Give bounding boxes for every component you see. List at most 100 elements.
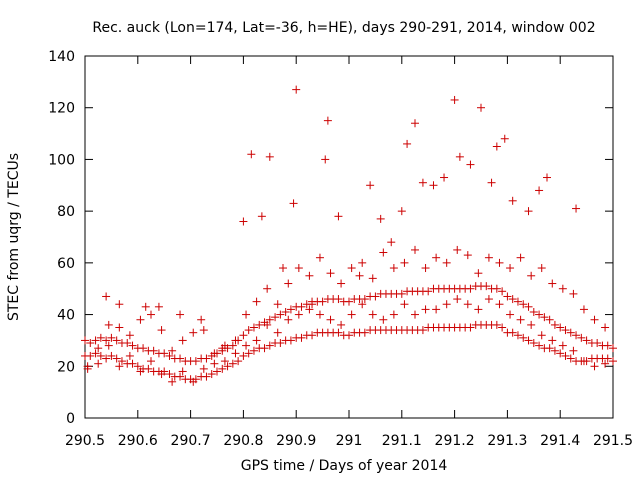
data-point [579,357,588,366]
data-point [519,300,528,309]
data-point [315,310,324,319]
data-point [123,339,132,348]
data-point [128,359,137,368]
data-point [411,119,419,128]
data-point [411,310,419,319]
data-point [104,320,113,329]
data-point [117,357,126,366]
data-point [397,289,406,298]
data-point [347,264,356,273]
data-point [210,349,219,358]
data-point [176,372,185,381]
data-point [387,238,396,247]
data-point [141,302,150,311]
data-point [453,245,462,254]
data-point [231,349,240,358]
data-point [516,253,525,262]
data-point [297,302,306,311]
data-point [176,354,185,363]
data-point [545,344,554,353]
data-point [556,323,565,332]
data-point [609,357,617,366]
data-point [94,344,103,353]
data-point [244,349,253,358]
x-axis: 290.5 290.6 290.7 290.8 290.9 291 291.1 291.2 29… [65,56,633,449]
data-point [590,362,599,371]
data-point [136,367,145,376]
data-point [83,364,92,373]
data-point [160,349,169,358]
data-point [397,207,406,216]
data-point [558,341,567,350]
data-point [334,212,343,221]
x-tick-label: 290.9 [276,433,316,449]
data-point [147,357,155,366]
data-point [210,359,219,368]
data-point [334,295,343,304]
data-point [506,264,515,273]
data-point [308,297,317,306]
data-point [561,351,570,360]
y-axis: 0 20 40 60 80 100 120 140 [48,49,613,427]
data-point [218,344,227,353]
data-point [455,152,464,161]
data-point [360,328,369,337]
data-point [242,310,251,319]
data-point [358,258,367,267]
data-point [572,331,581,340]
data-point [263,320,272,329]
data-point [228,359,237,368]
data-point [239,217,248,226]
data-point [569,346,578,355]
data-point [112,354,121,363]
data-point [355,271,364,280]
data-point [572,204,581,213]
data-point [513,297,522,306]
data-point [569,289,578,298]
chart-title: Rec. auck (Lon=174, Lat=-36, h=HE), days… [92,20,595,36]
data-point [450,95,459,104]
data-point [524,207,533,216]
data-point [492,142,501,151]
data-point [249,346,258,355]
data-point [265,341,274,350]
data-point [543,173,551,182]
data-point [558,284,567,293]
data-point [279,264,287,273]
data-point [112,336,121,345]
data-point [231,336,240,345]
data-point [326,269,335,278]
data-point [535,341,544,350]
x-tick-label: 290.7 [171,433,211,449]
data-point [265,152,274,161]
data-point [107,333,116,342]
data-point [500,134,509,143]
data-point [168,377,177,386]
data-point [228,341,237,350]
data-point [463,300,472,309]
data-point [550,320,559,329]
data-point [577,333,586,342]
data-point [556,349,565,358]
data-point [432,253,441,262]
data-point [202,354,211,363]
data-point [540,313,549,322]
data-point [484,295,493,304]
data-point [94,359,103,368]
x-tick-label: 291 [336,433,363,449]
data-point [257,212,266,221]
x-tick-label: 291.3 [487,433,527,449]
data-point [550,346,559,355]
data-point [537,331,546,340]
data-point [207,370,216,379]
data-point [281,307,290,316]
data-point [189,377,198,386]
data-point [482,282,491,291]
data-point [315,253,324,262]
data-point [263,284,272,293]
data-point [545,315,554,324]
data-point [168,346,177,355]
y-tick-label: 100 [48,152,75,168]
data-point [403,139,412,148]
